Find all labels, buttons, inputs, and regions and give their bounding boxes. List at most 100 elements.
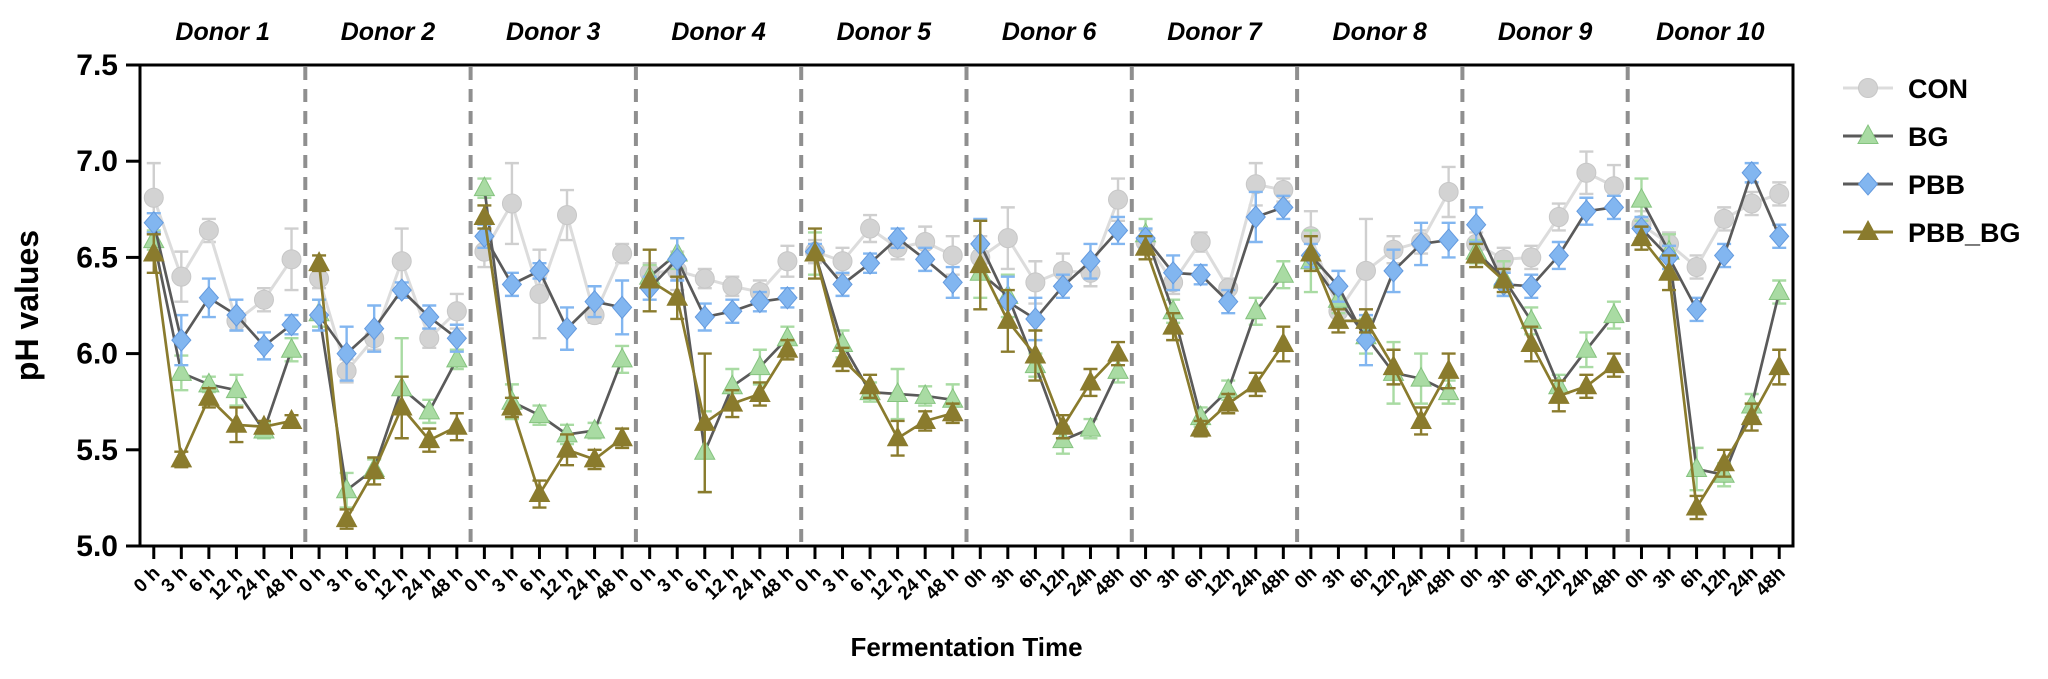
data-point-marker [722, 276, 743, 297]
y-tick-label: 7.5 [76, 49, 118, 82]
series-PBB_BG-donor-10 [1630, 225, 1791, 521]
series-PBB_BG-donor-2 [308, 251, 468, 530]
data-point-marker [1245, 205, 1266, 229]
data-point-marker [1383, 259, 1404, 283]
data-point-marker [226, 303, 247, 327]
data-point-marker [859, 374, 881, 395]
donor-title: Donor 7 [1167, 18, 1263, 46]
data-point-marker [777, 286, 798, 310]
data-point-marker [501, 193, 522, 214]
donor-title: Donor 8 [1333, 18, 1428, 46]
data-point-marker [1466, 212, 1487, 237]
data-point-marker [529, 259, 550, 283]
data-point-marker [1108, 189, 1129, 210]
data-point-marker [198, 220, 219, 241]
donor-title: Donor 2 [341, 18, 436, 46]
data-point-marker [419, 305, 440, 329]
data-point-marker [280, 337, 303, 358]
legend-label: CON [1908, 74, 1968, 104]
data-point-marker [583, 418, 606, 439]
data-point-marker [638, 268, 661, 289]
data-point-marker [171, 266, 192, 287]
data-point-marker [1492, 268, 1515, 289]
legend-marker [1857, 219, 1879, 240]
data-point-marker [1769, 224, 1790, 249]
data-point-marker [583, 447, 606, 468]
data-point-marker [1162, 314, 1184, 335]
data-point-marker [281, 249, 302, 270]
data-point-marker [1437, 358, 1460, 379]
data-point-marker [1080, 249, 1101, 274]
data-point-marker [1713, 451, 1735, 472]
data-point-marker [1685, 495, 1708, 516]
data-point-marker [281, 312, 302, 337]
data-point-marker [914, 383, 937, 404]
data-point-marker [1327, 308, 1350, 329]
y-axis: 7.5 7.0 6.5 6.0 5.5 5.0 [76, 49, 140, 563]
data-point-marker [1272, 262, 1295, 283]
y-tick-label: 7.0 [76, 145, 118, 178]
data-point-marker [1521, 274, 1542, 299]
data-point-marker [1410, 366, 1432, 387]
series-PBB_BG-donor-8 [1300, 235, 1460, 436]
data-point-marker [280, 408, 303, 429]
data-point-marker [198, 286, 220, 310]
data-point-marker [1603, 353, 1625, 374]
series-line [1144, 247, 1285, 432]
data-point-marker [419, 328, 440, 349]
y-tick-label: 6.0 [76, 338, 118, 371]
series-line [1309, 253, 1450, 424]
legend-marker [1857, 172, 1879, 196]
data-point-marker [1438, 228, 1459, 252]
data-point-marker [473, 204, 496, 225]
series-PBB_BG-donor-6 [969, 219, 1129, 440]
data-point-marker [1575, 374, 1598, 395]
panel-donor-1: Donor 10 h3 h6 h12 h24 h48 h [130, 18, 303, 604]
data-point-marker [528, 482, 551, 503]
legend: CON BG PBB PBB_BG [1843, 74, 2021, 248]
data-point-marker [915, 247, 936, 272]
data-point-marker [749, 381, 771, 403]
data-point-marker [1382, 355, 1405, 376]
series-line [1640, 237, 1781, 512]
data-point-marker [142, 241, 165, 262]
data-point-marker [1658, 260, 1680, 281]
series-PBB-donor-5 [804, 226, 963, 300]
data-point-marker [1300, 241, 1322, 262]
series-PBB_BG-donor-7 [1134, 235, 1295, 438]
series-CON-donor-10 [1631, 181, 1790, 280]
data-point-marker [1548, 243, 1569, 268]
data-point-marker [1052, 274, 1074, 299]
series-line [483, 187, 624, 436]
data-point-marker [777, 251, 798, 272]
data-point-marker [887, 226, 908, 250]
data-point-marker [1079, 370, 1102, 391]
data-point-marker [501, 395, 523, 416]
series-PBB_BG-donor-5 [804, 227, 964, 457]
data-point-marker [1768, 279, 1791, 301]
data-point-marker [391, 278, 412, 302]
data-point-marker [391, 251, 412, 272]
y-tick-label: 5.0 [76, 530, 118, 563]
data-point-marker [1576, 199, 1597, 223]
series-PBB_BG-donor-4 [638, 248, 799, 494]
data-point-marker [1218, 289, 1239, 314]
y-tick-label: 6.5 [76, 241, 118, 274]
x-axis-title: Fermentation Time [850, 632, 1082, 662]
data-point-marker [171, 328, 192, 352]
data-point-marker [225, 378, 248, 399]
data-point-marker [1603, 303, 1625, 324]
data-point-marker [1355, 308, 1377, 329]
data-point-marker [336, 341, 357, 366]
data-point-marker [941, 401, 964, 422]
legend-label: BG [1908, 122, 1949, 152]
data-point-marker [1025, 272, 1046, 293]
data-point-marker [1190, 232, 1211, 253]
data-point-marker [364, 316, 385, 341]
data-point-marker [446, 301, 467, 322]
data-point-marker [1410, 232, 1432, 256]
data-point-marker [170, 360, 193, 381]
data-point-marker [1328, 274, 1349, 299]
data-point-marker [335, 507, 358, 528]
